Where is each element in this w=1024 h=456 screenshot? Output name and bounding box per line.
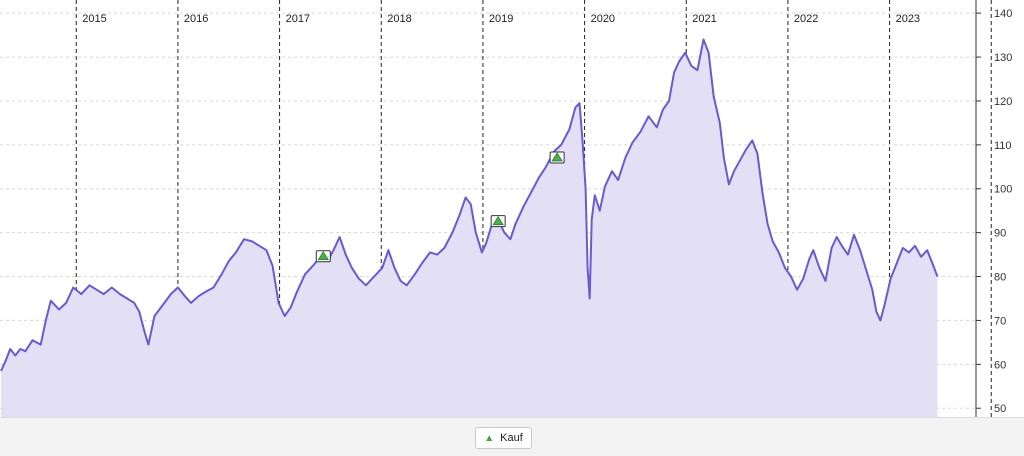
year-label: 2015 xyxy=(82,13,106,25)
y-tick-label: 100 xyxy=(994,184,1012,196)
price-chart: 2015 2016 2017 2018 2019 2020 2021 2022 2023 50 6… xyxy=(0,0,1012,417)
year-label: 2020 xyxy=(591,13,615,25)
y-tick-label: 140 xyxy=(994,8,1012,20)
legend-label: Kauf xyxy=(500,432,523,444)
year-label: 2016 xyxy=(184,13,208,25)
y-tick-label: 90 xyxy=(994,228,1006,240)
y-tick-label: 60 xyxy=(994,359,1006,371)
year-label: 2018 xyxy=(387,13,411,25)
series-line xyxy=(0,38,939,372)
y-tick-label: 70 xyxy=(994,315,1006,327)
buy-markers xyxy=(315,151,565,263)
buy-marker xyxy=(492,215,504,226)
year-label: 2019 xyxy=(489,13,513,25)
y-axis: 50 60 70 80 90 100 110 120 130 140 xyxy=(975,0,1012,417)
year-label: 2023 xyxy=(896,13,920,25)
year-label: 2017 xyxy=(286,13,310,25)
triangle-up-icon: ▲ xyxy=(484,432,495,444)
year-label: 2022 xyxy=(794,13,818,25)
year-dividers: 2015 2016 2017 2018 2019 2020 2021 2022 2023 xyxy=(75,0,992,417)
price-series xyxy=(0,38,939,417)
y-tick-label: 120 xyxy=(994,96,1012,108)
buy-marker xyxy=(317,251,330,261)
year-label: 2021 xyxy=(692,13,716,25)
series-area xyxy=(1,39,938,417)
y-tick-label: 130 xyxy=(994,52,1012,64)
legend-item-kauf[interactable]: ▲ Kauf xyxy=(475,427,532,449)
buy-marker xyxy=(551,152,563,162)
y-tick-label: 80 xyxy=(994,272,1006,284)
y-tick-label: 50 xyxy=(994,403,1006,415)
y-tick-label: 110 xyxy=(994,140,1012,152)
